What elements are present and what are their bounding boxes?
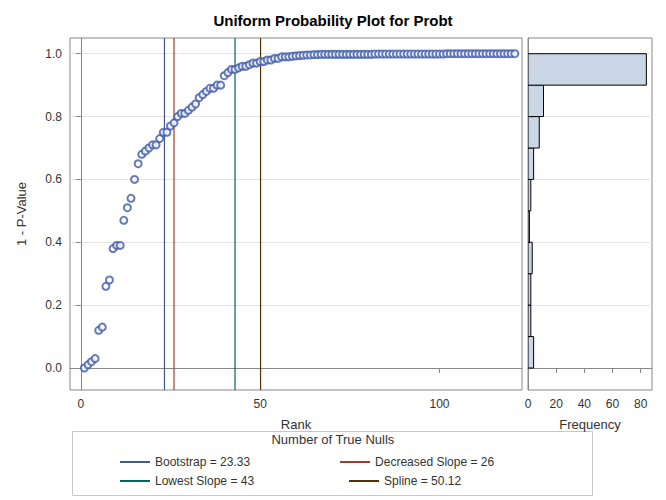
svg-text:0.4: 0.4 (45, 235, 62, 249)
svg-text:0.6: 0.6 (45, 172, 62, 186)
svg-text:Bootstrap = 23.33: Bootstrap = 23.33 (155, 455, 250, 469)
svg-text:50: 50 (253, 397, 267, 411)
svg-text:Rank: Rank (281, 417, 312, 432)
svg-text:1.0: 1.0 (45, 47, 62, 61)
svg-text:Frequency: Frequency (559, 417, 621, 432)
svg-text:1 - P-Value: 1 - P-Value (14, 182, 29, 246)
svg-text:Number of True Nulls: Number of True Nulls (271, 432, 394, 447)
svg-text:100: 100 (429, 397, 449, 411)
svg-text:Lowest Slope = 43: Lowest Slope = 43 (155, 474, 254, 488)
svg-text:0: 0 (77, 397, 84, 411)
svg-text:0.2: 0.2 (45, 298, 62, 312)
svg-text:Decreased Slope = 26: Decreased Slope = 26 (375, 455, 494, 469)
svg-text:80: 80 (634, 397, 648, 411)
svg-text:40: 40 (578, 397, 592, 411)
svg-text:0.8: 0.8 (45, 110, 62, 124)
svg-text:20: 20 (550, 397, 564, 411)
svg-text:60: 60 (606, 397, 620, 411)
svg-text:Uniform Probability Plot for P: Uniform Probability Plot for Probt (213, 12, 452, 29)
svg-text:0.0: 0.0 (45, 361, 62, 375)
svg-text:0: 0 (525, 397, 532, 411)
svg-text:Spline = 50.12: Spline = 50.12 (384, 474, 461, 488)
